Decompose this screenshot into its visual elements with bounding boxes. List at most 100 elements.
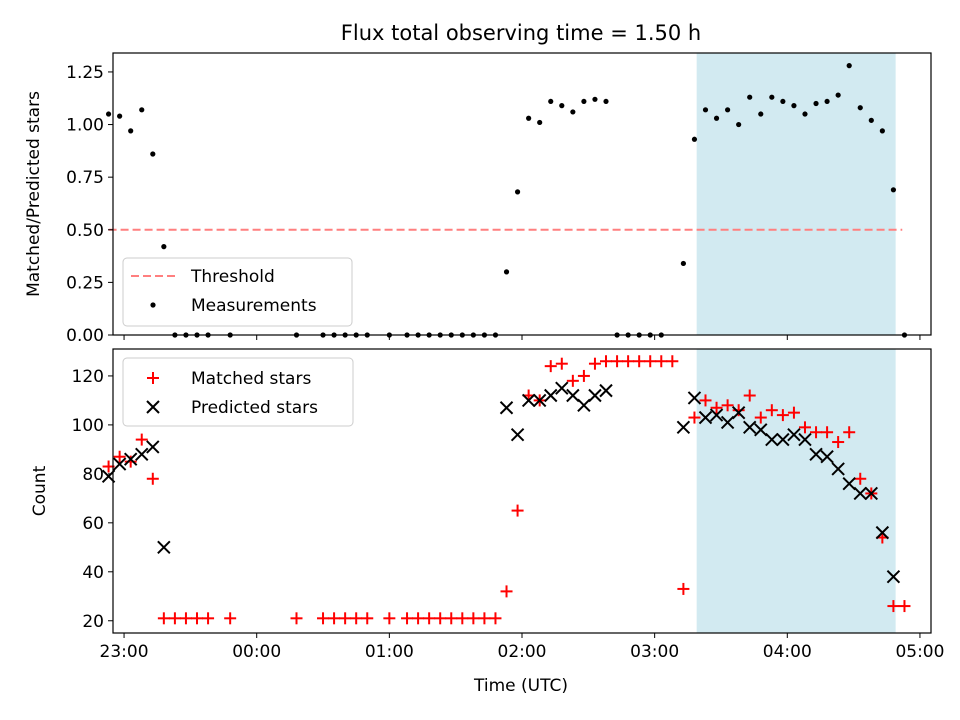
matched-star-point (611, 355, 624, 368)
x-tick-label: 23:00 (100, 642, 149, 662)
x-tick-label: 02:00 (498, 642, 547, 662)
predicted-star-point (743, 420, 757, 435)
measurement-point (713, 115, 720, 121)
predicted-star-point (588, 388, 602, 403)
measurement-point (736, 121, 742, 128)
measurement-point (747, 94, 753, 100)
matched-star-point (423, 612, 436, 625)
legend-matched-swatch (147, 372, 159, 384)
matched-star-point (887, 600, 900, 613)
predicted-star-point (842, 476, 856, 491)
bottom-y-tick-label: 120 (72, 367, 104, 387)
predicted-star-point (698, 410, 713, 425)
top-y-tick-label: 0.50 (66, 221, 104, 241)
top-x-axis (123, 335, 921, 340)
top-shaded-span (696, 53, 896, 335)
measurement-point (857, 105, 863, 111)
measurement-point (581, 98, 587, 105)
predicted-star-point (577, 398, 591, 413)
measurement-point (813, 100, 819, 107)
x-axis-label: Time (UTC) (473, 676, 568, 696)
bottom-panel: 20 40 60 80 100 120 23:00 00:00 01:00 02:00 03:00… (30, 348, 944, 696)
legend-measurements-label: Measurements (191, 296, 317, 316)
top-y-tick-label: 0.75 (66, 168, 104, 188)
measurement-point (526, 115, 532, 121)
predicted-star-point (853, 486, 867, 501)
legend-threshold-label: Threshold (190, 267, 275, 287)
matched-star-point (113, 450, 126, 463)
legend-matched-label: Matched stars (191, 369, 311, 389)
measurement-point (680, 260, 686, 267)
matched-star-point (798, 421, 811, 434)
measurement-point (879, 128, 885, 134)
top-panel: 0.00 0.25 0.50 0.75 1.00 1.25 Matched/Predict… (24, 52, 932, 346)
measurement-point (824, 98, 830, 105)
matched-star-point (383, 612, 396, 625)
matched-star-point (135, 433, 148, 446)
matched-star-point (710, 401, 723, 414)
matched-star-point (555, 357, 568, 370)
measurement-point (592, 96, 598, 102)
measurement-point (570, 109, 576, 115)
bottom-y-axis-label: Count (30, 465, 50, 516)
predicted-star-point (499, 401, 514, 415)
matched-star-point (350, 612, 363, 625)
predicted-star-point (820, 450, 834, 464)
x-tick-label: 00:00 (232, 642, 281, 662)
matched-star-point (787, 406, 800, 419)
matched-star-point (317, 612, 330, 625)
matched-star-point (677, 582, 690, 595)
matched-star-point (478, 612, 491, 625)
measurement-point (139, 107, 145, 113)
matched-star-point (456, 612, 469, 625)
matched-star-point (600, 355, 613, 368)
measurement-point (603, 98, 609, 105)
chart-title: Flux total observing time = 1.50 h (341, 21, 701, 45)
matched-star-point (666, 355, 679, 368)
matched-star-point (721, 399, 734, 412)
predicted-star-point (798, 432, 812, 447)
bottom-y-tick-label: 100 (72, 416, 104, 436)
matched-star-point (776, 409, 789, 422)
measurement-point (559, 103, 565, 109)
top-y-axis: 0.00 0.25 0.50 0.75 1.00 1.25 (66, 63, 113, 346)
bottom-plot-area (101, 355, 911, 625)
bottom-y-tick-label: 80 (82, 465, 104, 485)
measurement-point (758, 111, 764, 117)
measurement-point (868, 117, 874, 123)
matched-star-point (500, 585, 513, 598)
bottom-legend-box (122, 357, 354, 427)
matched-star-point (743, 389, 756, 402)
predicted-star-point (112, 457, 127, 471)
predicted-star-point (754, 423, 768, 437)
measurement-point (802, 111, 808, 117)
predicted-star-point (731, 405, 746, 420)
matched-star-point (339, 612, 352, 625)
matched-star-point (622, 355, 635, 368)
measurement-point (725, 107, 731, 113)
matched-star-point (168, 612, 181, 625)
top-y-tick-label: 1.00 (66, 116, 104, 136)
matched-star-point (821, 426, 834, 439)
legend-predicted-swatch (146, 400, 160, 414)
matched-star-point (655, 355, 668, 368)
predicted-star-point (532, 393, 547, 408)
matched-star-point (765, 404, 778, 417)
x-tick-label: 03:00 (630, 642, 679, 662)
matched-star-point (633, 355, 646, 368)
top-y-axis-label: Matched/Predicted stars (24, 91, 44, 297)
predicted-star-point (776, 432, 790, 447)
bottom-legend: Matched stars Predicted stars (122, 357, 354, 427)
matched-star-point (467, 612, 480, 625)
bottom-y-tick-label: 40 (82, 563, 104, 583)
matched-star-point (577, 369, 590, 382)
matched-star-point (146, 472, 159, 485)
measurement-point (846, 63, 852, 69)
matched-star-point (124, 455, 137, 468)
measurement-point (514, 189, 521, 195)
matched-star-point (157, 612, 170, 625)
matched-star-point (544, 360, 557, 373)
predicted-star-point (875, 525, 890, 540)
predicted-star-point (787, 427, 801, 442)
legend-measurements-swatch (150, 302, 156, 308)
